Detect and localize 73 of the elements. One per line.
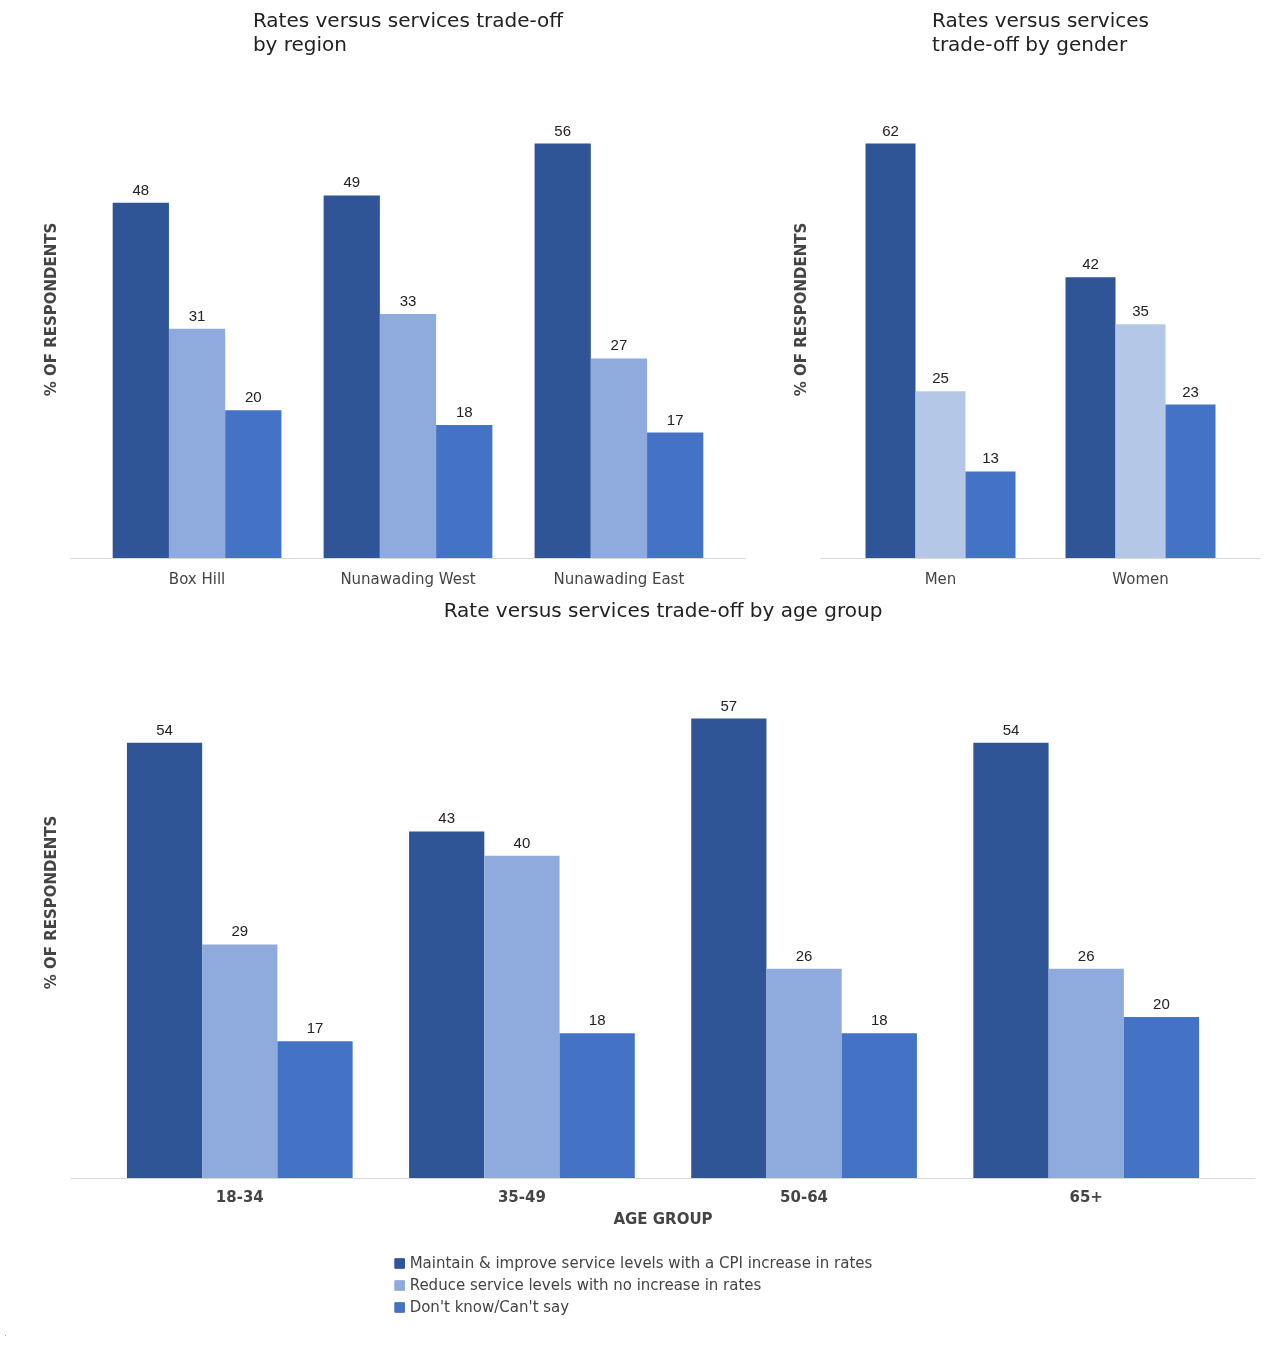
x-tick-label: Nunawading East <box>553 569 685 588</box>
bar <box>112 202 169 559</box>
legend-label: Don't know/Can't say <box>409 1298 570 1316</box>
x-tick-label: Women <box>1112 569 1169 588</box>
bar <box>1165 404 1216 559</box>
chart-title: Rates versus services trade-off by gender <box>932 7 1149 56</box>
legend-label: Reduce service levels with no increase in rates <box>409 1276 762 1294</box>
x-tick-label: 35-49 <box>497 1187 546 1206</box>
bar <box>915 391 966 559</box>
y-axis-title: % OF RESPONDENTS <box>41 222 60 397</box>
data-label: 31 <box>188 306 206 324</box>
x-tick-label: Men <box>924 569 957 588</box>
bar <box>1048 968 1124 1179</box>
bar <box>202 944 278 1179</box>
data-label: 25 <box>932 369 949 387</box>
bar <box>1123 1017 1200 1179</box>
data-label: 17 <box>306 1019 324 1037</box>
bar <box>841 1033 917 1179</box>
x-tick-label: Nunawading West <box>340 569 476 588</box>
bar <box>379 313 437 559</box>
data-label: 62 <box>882 121 899 139</box>
bar <box>691 718 767 1179</box>
bar <box>1115 324 1166 559</box>
x-tick-label: 65+ <box>1069 1187 1103 1206</box>
data-label: 20 <box>1153 995 1170 1013</box>
bar <box>1065 277 1116 559</box>
bar <box>168 328 226 559</box>
x-tick-label: 50-64 <box>780 1187 829 1206</box>
bar <box>225 410 282 559</box>
data-label: 35 <box>1132 302 1149 320</box>
data-label: 20 <box>244 388 262 406</box>
data-label: 57 <box>720 696 738 714</box>
data-label: 33 <box>399 291 417 309</box>
data-label: 18 <box>870 1011 888 1029</box>
data-label: 48 <box>132 180 150 198</box>
bar <box>865 143 916 559</box>
chart-title: Rates versus services trade-off by region <box>252 7 565 56</box>
data-label: 56 <box>554 121 572 139</box>
data-label: 23 <box>1182 382 1199 400</box>
data-label: 42 <box>1082 255 1099 273</box>
data-label: 29 <box>231 922 249 940</box>
x-axis-title: AGE GROUP <box>613 1209 713 1228</box>
data-label: 13 <box>982 449 999 467</box>
bar <box>965 471 1016 559</box>
x-tick-label: Box Hill <box>168 569 226 588</box>
bar <box>647 432 704 559</box>
data-label: 49 <box>343 173 361 191</box>
data-label: 18 <box>455 403 473 421</box>
data-label: 54 <box>1002 720 1020 738</box>
bar <box>559 1033 635 1179</box>
bar <box>409 831 485 1179</box>
bar <box>323 195 380 559</box>
y-axis-title: % OF RESPONDENTS <box>791 222 810 397</box>
bar <box>766 968 842 1179</box>
y-axis-title: % OF RESPONDENTS <box>41 815 60 990</box>
chart-title: Rate versus services trade-off by age group <box>443 597 883 622</box>
bar <box>534 143 591 559</box>
bar <box>973 742 1049 1179</box>
data-label: 26 <box>1077 946 1095 964</box>
bar <box>436 425 493 559</box>
data-label: 43 <box>438 809 456 827</box>
x-tick-label: 18-34 <box>215 1187 264 1206</box>
data-label: 26 <box>795 946 813 964</box>
data-label: 54 <box>156 720 173 738</box>
bar <box>484 855 560 1179</box>
bar <box>126 742 203 1179</box>
data-label: 18 <box>588 1011 606 1029</box>
data-label: 27 <box>610 336 628 354</box>
data-label: 40 <box>513 833 531 851</box>
bar <box>590 358 648 559</box>
legend-label: Maintain & improve service levels with a CPI increase in rates <box>409 1254 873 1272</box>
data-label: 17 <box>666 410 684 428</box>
bar <box>277 1041 353 1179</box>
